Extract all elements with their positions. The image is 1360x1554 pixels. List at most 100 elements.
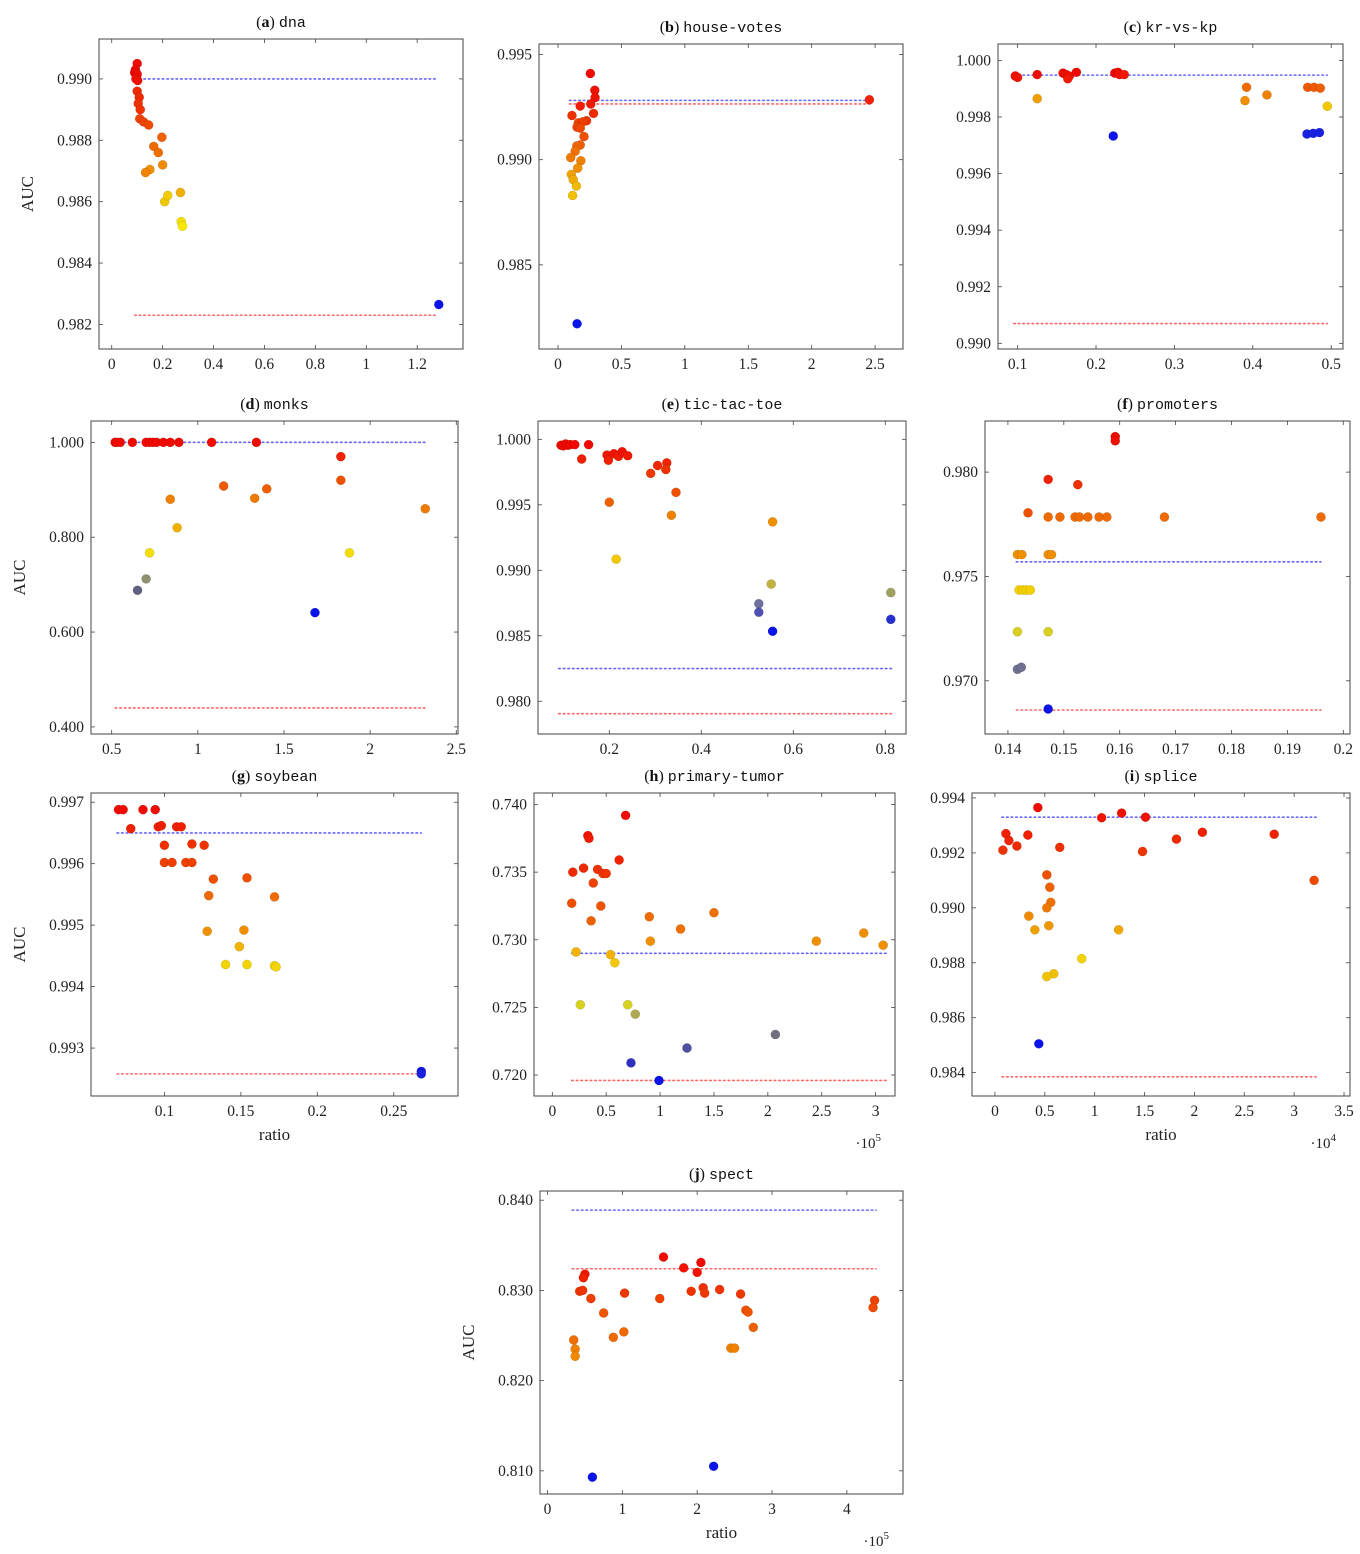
panel-title: (a) dna: [256, 14, 306, 32]
data-point: [1113, 924, 1124, 935]
data-point: [140, 167, 151, 178]
data-point: [1023, 911, 1034, 921]
data-point: [565, 152, 576, 163]
x-tick-label: 1: [1091, 1103, 1099, 1120]
y-tick-label: 0.994: [956, 222, 991, 239]
data-point: [203, 890, 214, 901]
data-point: [127, 437, 138, 448]
y-tick-label: 0.975: [943, 568, 978, 585]
panel-title: (e) tic-tac-toe: [662, 396, 783, 414]
panel-j: (j) spect 0 1 2 3 4 0.810 0.820 0.830 0.840 AUC rat…: [459, 1166, 904, 1550]
x-tick-label: 0.5: [102, 741, 122, 758]
panel-title: (c) kr-vs-kp: [1124, 19, 1218, 37]
data-point: [714, 1284, 725, 1295]
data-point: [1137, 846, 1148, 857]
data-point: [586, 915, 596, 926]
data-point: [1108, 131, 1119, 141]
data-point: [416, 1069, 427, 1079]
data-point: [811, 936, 822, 946]
data-point: [585, 99, 596, 109]
y-tick-label: 0.988: [57, 132, 92, 149]
data-point: [1082, 512, 1093, 522]
data-point: [269, 892, 280, 902]
data-point: [159, 840, 170, 851]
y-tick-label: 0.730: [492, 932, 527, 949]
y-tick-label: 1.000: [956, 52, 991, 69]
data-point: [868, 1302, 878, 1313]
dataset-name: dna: [279, 15, 306, 32]
y-tick-label: 0.995: [496, 497, 531, 514]
y-tick-label: 0.800: [49, 529, 84, 546]
data-point: [588, 878, 599, 888]
plot-frame: [984, 420, 1351, 735]
data-point: [1074, 512, 1085, 522]
x-tick-label: 0.5: [597, 1103, 617, 1120]
x-tick-label: 0.2: [308, 1103, 327, 1120]
data-point: [1041, 971, 1052, 982]
data-point: [157, 159, 168, 170]
y-tick-label: 0.992: [930, 845, 965, 862]
panel-title: (i) splice: [1124, 768, 1197, 786]
data-point: [1116, 808, 1127, 818]
data-point: [177, 221, 188, 232]
x-tick-label: 0: [548, 1103, 556, 1120]
y-tick-label: 0.720: [492, 1067, 527, 1084]
dataset-name: primary-tumor: [668, 769, 785, 786]
data-point: [622, 450, 633, 461]
y-tick-label: 0.984: [57, 255, 92, 272]
panel-label: (: [662, 396, 667, 413]
x-tick-label: 0.15: [227, 1103, 254, 1120]
y-tick-label: 0.990: [497, 152, 532, 169]
data-point: [1044, 882, 1055, 893]
plot-frame: [98, 38, 464, 350]
x-tick-label: 1: [618, 1501, 626, 1518]
panel-b: (b) house-votes 0 0.5 1 1.5 2 2.5 0.985 0.990 0.9…: [497, 19, 904, 373]
data-point: [611, 554, 622, 565]
y-tick-label: 0.990: [57, 71, 92, 88]
x-tick-label: 0.5: [1035, 1103, 1055, 1120]
data-point: [1004, 835, 1014, 846]
x-tick-label: 2: [693, 1501, 701, 1518]
plot-frame: [997, 43, 1344, 350]
dataset-name: soybean: [254, 769, 317, 786]
x-tick-label: 3: [1290, 1103, 1298, 1120]
dataset-name: splice: [1144, 769, 1198, 786]
x-tick-label: 1: [656, 1103, 664, 1120]
y-tick-label: 0.980: [943, 464, 978, 481]
data-point: [626, 1058, 636, 1068]
y-tick-label: 0.998: [956, 109, 991, 126]
y-tick-label: 0.985: [496, 628, 531, 645]
data-point: [1062, 73, 1073, 84]
x-tick-label: 0.6: [784, 741, 804, 758]
data-point: [335, 451, 346, 462]
x-tick-label: 2: [366, 741, 374, 758]
x-tick-label: 3: [872, 1103, 880, 1120]
data-point: [604, 497, 615, 508]
y-axis-label: AUC: [459, 1325, 478, 1361]
data-point: [699, 1288, 710, 1298]
plot-frame: [537, 420, 907, 735]
data-point: [570, 1351, 581, 1362]
x-tick-label: 0.2: [1086, 356, 1105, 373]
x-tick-label: 1.2: [407, 356, 426, 373]
data-point: [1322, 101, 1333, 112]
data-point: [566, 898, 577, 909]
data-point: [578, 1272, 589, 1283]
x-tick-label: 0.5: [612, 356, 632, 373]
y-tick-label: 0.840: [498, 1192, 533, 1209]
data-point: [1043, 512, 1054, 522]
x-tick-label: 0.16: [1106, 741, 1133, 758]
data-point: [645, 936, 656, 946]
data-point: [864, 94, 875, 105]
y-tick-label: 1.000: [496, 431, 531, 448]
x-tick-label: 0.1: [155, 1103, 174, 1120]
data-point: [165, 437, 176, 448]
x-tick-label: 1.5: [704, 1103, 724, 1120]
data-point: [1119, 69, 1130, 80]
x-tick-label: 3: [768, 1501, 776, 1518]
panel-label: (: [240, 396, 245, 413]
data-point: [239, 925, 249, 935]
data-point: [686, 1286, 697, 1297]
y-tick-label: 0.986: [930, 1010, 965, 1027]
x-tick-label: 0.4: [1243, 356, 1263, 373]
